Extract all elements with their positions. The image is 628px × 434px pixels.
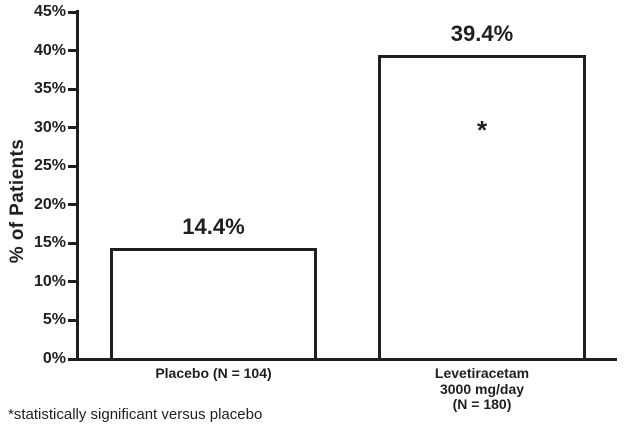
y-axis-tick-label: 10%	[33, 272, 66, 290]
bar-value-label: 14.4%	[182, 213, 245, 239]
y-axis-tick-label: 35%	[33, 80, 66, 98]
y-axis-tick-label: 45%	[33, 3, 66, 20]
y-axis-tick-label: 20%	[33, 195, 66, 213]
bar-value-label: 39.4%	[450, 21, 514, 47]
y-axis-tick-label: 25%	[33, 157, 66, 175]
x-axis-line	[76, 357, 617, 361]
x-category-line: (N = 180)	[452, 396, 512, 412]
y-axis-tick-mark	[68, 126, 76, 130]
bar-1	[110, 247, 317, 361]
y-axis-tick-mark	[68, 164, 76, 168]
y-axis-tick-label: 15%	[33, 234, 66, 252]
footnote: *statistically significant versus placeb…	[8, 406, 263, 423]
significance-asterisk: *	[476, 115, 488, 146]
x-category-label: Placebo (N = 104)	[99, 365, 329, 382]
y-axis-tick-mark	[68, 203, 76, 207]
y-axis-tick-label: 0%	[42, 350, 66, 367]
y-axis-tick-mark	[68, 49, 76, 53]
y-axis-tick-mark	[68, 241, 76, 245]
y-axis-tick-label: 30%	[33, 118, 66, 136]
y-axis-tick-mark	[68, 280, 76, 284]
x-category-line: Placebo (N = 104)	[155, 365, 272, 381]
y-axis-tick-mark	[68, 318, 76, 322]
y-axis-tick-mark	[68, 87, 76, 91]
y-axis-line	[76, 10, 79, 361]
y-axis-tick-mark	[68, 10, 76, 14]
y-axis-tick-mark	[68, 357, 76, 361]
x-category-line: 3000 mg/day	[439, 380, 525, 397]
x-category-line: Levetiracetam	[434, 365, 530, 381]
bar-2	[378, 55, 586, 361]
y-axis-tick-label: 40%	[33, 41, 66, 59]
x-category-label: Levetiracetam 3000 mg/day (N = 180)	[367, 365, 597, 413]
y-axis-tick-label: 5%	[42, 311, 66, 329]
